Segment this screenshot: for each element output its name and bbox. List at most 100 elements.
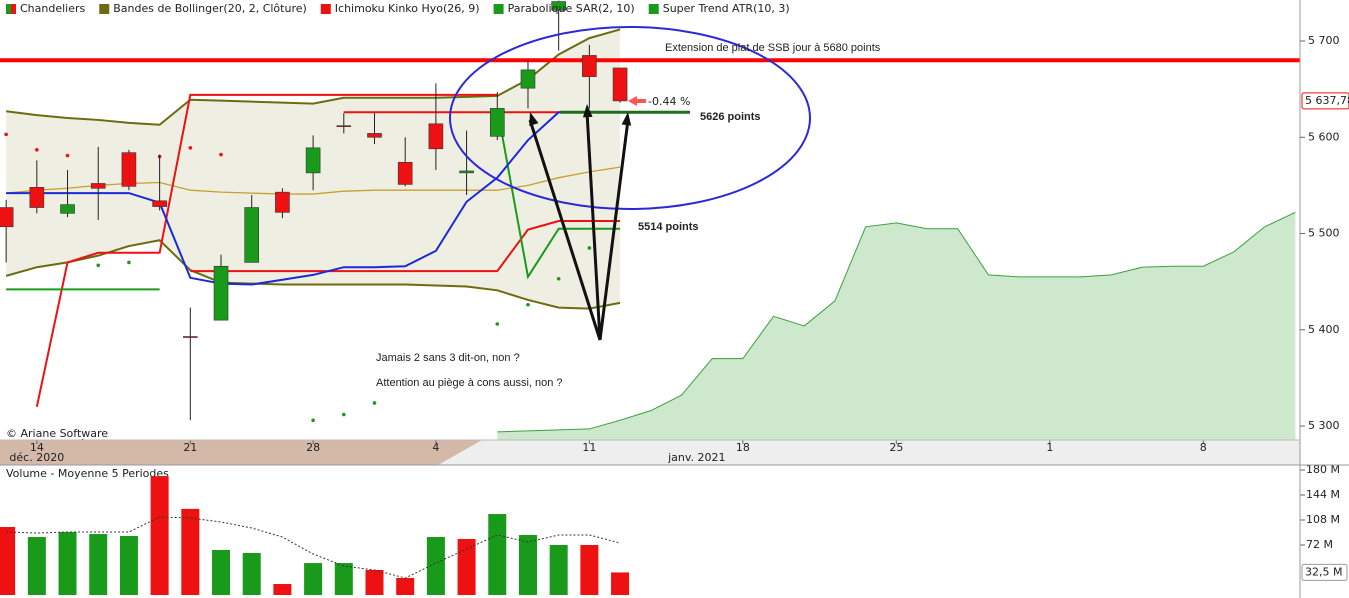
y-tick-label: 5 600 (1308, 130, 1340, 143)
volume-bar (119, 535, 138, 595)
x-tick-label: 1 (1046, 441, 1053, 454)
volume-bar (150, 476, 169, 595)
volume-title: Volume - Moyenne 5 Periodes (6, 467, 169, 480)
legend-swatch (99, 4, 110, 14)
volume-bar (89, 534, 108, 595)
y-tick-label: 5 700 (1308, 34, 1340, 47)
annotation: 5514 points (638, 221, 699, 233)
x-tick-label: 21 (183, 441, 197, 454)
y-tick-label: 5 500 (1308, 227, 1340, 240)
sar-dot (587, 246, 592, 250)
sar-dot (4, 132, 8, 137)
volume-bar (365, 570, 384, 595)
candle-body (152, 200, 167, 207)
last-volume-box (1301, 563, 1348, 581)
sar-dot (35, 147, 39, 152)
volume-bar (242, 552, 261, 595)
pointer-arrow (528, 119, 602, 341)
legend-swatch (320, 4, 331, 14)
sar-dot (372, 401, 377, 405)
volume-bar (334, 563, 353, 595)
arrow-head (621, 112, 632, 126)
sar-dot (556, 276, 561, 281)
sar-dot (342, 412, 346, 417)
last-price-label: 5 637,78 (1305, 94, 1349, 107)
candle-body (582, 55, 597, 77)
highlight-ellipse (449, 26, 811, 210)
candle-body (305, 147, 321, 174)
candle-body (183, 336, 198, 338)
axis-band (0, 440, 482, 465)
kijun-line (35, 93, 498, 407)
month-label: janv. 2021 (667, 451, 725, 464)
candle-body (0, 207, 14, 228)
volume-average (6, 516, 621, 579)
volume-bar (426, 537, 445, 595)
candle-body (489, 108, 505, 137)
pointer-arrow (598, 119, 630, 341)
volume-bar (518, 535, 537, 595)
last-volume-label: 32,5 M (1305, 565, 1342, 578)
legend-label: Chandeliers (20, 2, 86, 15)
arrow-head (582, 104, 593, 118)
supertrend-line (6, 108, 621, 291)
annotation: Extension de plat de SSB jour à 5680 poi… (665, 42, 881, 54)
legend-swatch (648, 4, 659, 14)
legend-label: Parabolique SAR(2, 10) (508, 2, 635, 15)
candle-body (60, 204, 75, 214)
candle-body (29, 187, 45, 208)
x-tick-label: 4 (432, 441, 439, 454)
tenkan-line (6, 111, 621, 286)
candle-body (275, 191, 290, 213)
sar-dot (526, 302, 530, 307)
volume-bar (0, 527, 16, 595)
change-label: -0.44 % (648, 95, 690, 108)
legend-label: Ichimoku Kinko Hyo(26, 9) (335, 2, 480, 15)
sar-dot (65, 153, 70, 158)
candle-body (336, 125, 352, 128)
y-tick-label: 72 M (1306, 538, 1333, 551)
volume-bar (488, 514, 507, 595)
bollinger-middle-line (6, 166, 621, 195)
legend-swatch (6, 4, 11, 14)
pointer-arrow (585, 111, 602, 341)
volume-bar (181, 508, 200, 595)
candle-body (551, 1, 566, 11)
change-arrow (628, 96, 646, 106)
last-price-box (1301, 92, 1349, 110)
candle-body (397, 161, 413, 185)
y-tick-label: 144 M (1306, 488, 1340, 501)
x-tick-label: 28 (306, 441, 320, 454)
legend-label: Super Trend ATR(10, 3) (663, 2, 790, 15)
y-tick-label: 5 300 (1308, 419, 1340, 432)
x-tick-label: 8 (1200, 441, 1207, 454)
candle-body (367, 133, 382, 138)
volume-bar (396, 577, 415, 595)
sar-dot (311, 418, 315, 423)
senkou-line (190, 220, 621, 273)
price-pane: -0.44 % Extension de plat de SSB jour à 5… (0, 0, 1300, 440)
volume-bar (58, 532, 77, 595)
cloud-edge (497, 211, 1296, 433)
x-tick-label: 11 (582, 441, 596, 454)
candle-body (520, 69, 536, 89)
candle-body (213, 265, 229, 321)
volume-bar (212, 550, 231, 595)
volume-bar (273, 584, 292, 595)
candle-body (612, 67, 628, 102)
arrow-head (529, 112, 539, 126)
candle-body (244, 207, 260, 263)
x-tick-label: 18 (736, 441, 750, 454)
y-tick-label: 108 M (1306, 513, 1340, 526)
annotation: 5626 points (700, 111, 761, 123)
volume-bar (580, 545, 599, 595)
month-label: déc. 2020 (9, 451, 64, 464)
volume-pane: Volume - Moyenne 5 Periodes 180 M 144 M 108… (0, 463, 1348, 595)
volume-bar (611, 572, 630, 595)
y-tick-label: 5 400 (1308, 323, 1340, 336)
candle-body (121, 152, 137, 187)
sar-dot (495, 322, 500, 326)
sar-dot (188, 146, 193, 150)
